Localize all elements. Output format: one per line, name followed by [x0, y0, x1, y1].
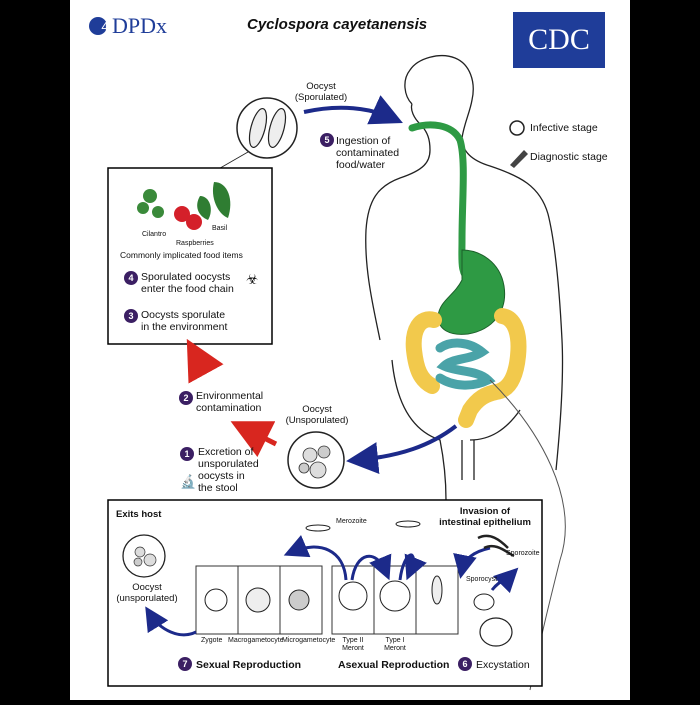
exits-host-label: Exits host [116, 509, 162, 520]
dpdx-logo-digit: 4 [101, 19, 109, 34]
cdc-logo [513, 12, 605, 68]
sporocyst-1 [473, 593, 495, 611]
invasion-label: Invasion of intestinal epithelium [439, 506, 531, 528]
step-6-text: Excystation [476, 659, 530, 671]
legend-infective-label: Infective stage [530, 122, 598, 134]
stomach [437, 249, 506, 335]
step-badge-3: 3 [124, 309, 138, 323]
dpdx-logo-icon [89, 17, 107, 35]
arrow-exits-host [145, 606, 197, 637]
sporozoite-in-cell [431, 575, 443, 605]
food-cilantro-label: Cilantro [142, 231, 167, 238]
sporozoite-label: Sporozoite [506, 550, 540, 557]
microgametocyte-cell [288, 589, 310, 611]
arrow-merozoite-left [283, 535, 348, 581]
microscope-icon [510, 150, 528, 168]
step-badge-5: 5 [320, 133, 334, 147]
sporulated-oocyst-excysting [479, 617, 513, 647]
arrow-exit-stool [346, 424, 458, 475]
step-badge-4: 4 [124, 271, 138, 285]
basil-icon [197, 182, 231, 220]
microscope-icon-stool: 🔬 [180, 474, 197, 489]
step-5-text: Ingestion of contaminated food/water [336, 135, 400, 171]
oocyst-unsporulated-small-label: Oocyst (unsporulated) [116, 582, 178, 604]
arrow-sporocyst [490, 567, 519, 594]
oocyst-unsporulated-label: Oocyst (Unsporulated) [285, 404, 349, 426]
macrogametocyte-label: Macrogametocyte [228, 637, 284, 644]
zygote-cell [204, 588, 228, 612]
legend-diagnostic-label: Diagnostic stage [530, 151, 608, 163]
type2-meront-cell [338, 581, 368, 611]
arrow-merozoite-right [398, 553, 427, 581]
biohazard-icon-food: ☣ [246, 271, 259, 287]
step-3-text: Oocysts sporulate in the environment [141, 309, 228, 333]
asexual-reproduction-label: Asexual Reproduction [338, 659, 450, 671]
food-box [107, 167, 273, 345]
sporocyst-label: Sporocyst [466, 576, 498, 583]
step-badge-1: 1 [180, 447, 194, 461]
sporozoite-2 [483, 544, 515, 558]
merozoite-1 [305, 524, 331, 532]
step-badge-2: 2 [179, 391, 193, 405]
oocyst-sporulated [236, 97, 298, 159]
step-4-text: Sporulated oocysts enter the food chain [141, 271, 234, 295]
dpdx-logo-label: DPDx [112, 13, 168, 38]
step-badge-7: 7 [178, 657, 192, 671]
page-title: Cyclospora cayetanensis [247, 16, 428, 33]
type2-meront-label: Type II Meront [342, 637, 364, 652]
step-1-text: Excretion of unsporulated oocysts in the… [198, 446, 259, 494]
oocyst-unsporulated-small [122, 534, 166, 578]
microgametocyte-label: Microgametocyte [282, 637, 336, 644]
type1-meront-cell [379, 580, 411, 612]
small-intestine [435, 338, 496, 390]
food-caption: Commonly implicated food items [120, 250, 243, 260]
zygote-label: Zygote [201, 637, 223, 644]
step-badge-6: 6 [458, 657, 472, 671]
dpdx-logo-text: 4 DPDx [101, 13, 168, 38]
step-7-text: Sexual Reproduction [196, 659, 302, 671]
food-basil-label: Basil [212, 225, 228, 232]
large-intestine [405, 308, 527, 428]
raspberries-icon [174, 206, 202, 230]
merozoite-2 [395, 520, 421, 528]
cdc-logo-text: CDC [528, 23, 590, 56]
sporozoite-1 [477, 534, 509, 549]
arrow-invasion [453, 546, 491, 579]
arrow-merozoite-mid [350, 553, 392, 581]
arrow-ingestion [303, 95, 403, 125]
type1-meront-label: Type I Meront [384, 637, 406, 652]
cilantro-icon [137, 189, 164, 218]
merozoite-label: Merozoite [336, 518, 367, 525]
oocyst-sporulated-label: Oocyst (Sporulated) [294, 81, 348, 103]
arrow-contamination [186, 338, 224, 384]
step-2-text: Environmental contamination [196, 390, 264, 414]
biohazard-icon [509, 120, 525, 136]
macrogametocyte-cell [245, 587, 271, 613]
arrow-excretion [230, 421, 278, 458]
food-raspberries-label: Raspberries [176, 240, 214, 247]
oocyst-unsporulated [287, 431, 345, 489]
